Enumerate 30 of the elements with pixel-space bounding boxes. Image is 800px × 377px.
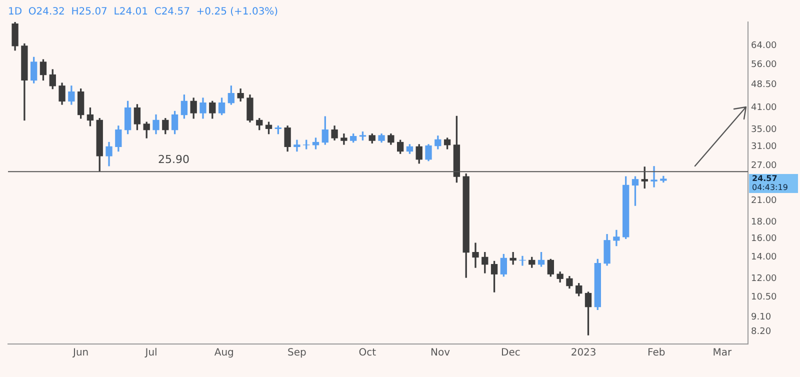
y-tick-label: 10.50	[751, 292, 778, 303]
y-tick-label: 27.00	[751, 161, 778, 172]
candlestick	[660, 176, 667, 183]
y-tick-label: 9.10	[751, 312, 772, 322]
text: 04:43:19	[752, 183, 788, 192]
y-tick-label: 18.00	[751, 218, 778, 228]
y-tick-label: 56.00	[751, 60, 778, 70]
x-tick-label: Oct	[358, 348, 376, 359]
x-tick-label: Nov	[430, 348, 450, 359]
chart-title: 1D O24.32 H25.07 L24.01 C24.57 +0.25 (+1.03%)	[8, 6, 278, 18]
x-tick-label: Jun	[72, 348, 89, 359]
y-tick-label: 16.00	[751, 234, 778, 244]
y-tick-label: 21.00	[751, 196, 778, 206]
y-tick-label: 14.00	[751, 252, 778, 263]
y-tick-label: 8.20	[751, 326, 772, 337]
x-tick-label: Jul	[144, 348, 158, 359]
y-tick-label: 48.50	[751, 80, 778, 90]
x-tick-label: Aug	[214, 348, 234, 359]
text: 24.57	[752, 174, 778, 184]
x-tick-label: Dec	[501, 348, 520, 359]
y-tick-label: 12.00	[751, 274, 778, 284]
y-tick-label: 41.00	[751, 103, 778, 114]
y-tick-label: 64.00	[751, 41, 778, 52]
y-tick-label: 35.00	[751, 125, 778, 136]
x-tick-label: 2023	[570, 348, 596, 359]
x-tick-label: Sep	[288, 348, 306, 359]
y-tick-label: 31.00	[751, 142, 778, 152]
ref-line-label: 25.90	[158, 153, 190, 166]
x-tick-label: Mar	[712, 348, 732, 359]
x-tick-label: Feb	[648, 348, 666, 359]
